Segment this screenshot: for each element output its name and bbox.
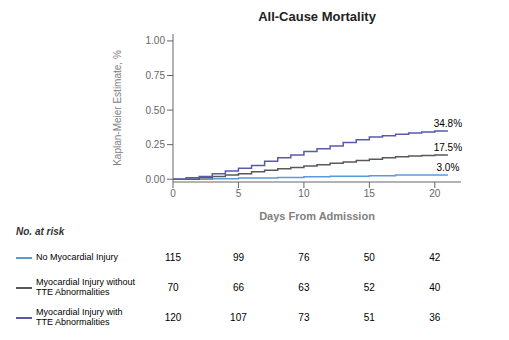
svg-text:66: 66: [233, 282, 245, 293]
html-text:All-Cause Mortality: All-Cause Mortality: [258, 9, 376, 24]
svg-text:76: 76: [298, 252, 310, 263]
svg-text:0.50: 0.50: [146, 105, 166, 116]
svg-text:70: 70: [167, 282, 179, 293]
svg-text:Kaplan-Meier Estimate, %: Kaplan-Meier Estimate, %: [112, 50, 123, 166]
svg-text:34.8%: 34.8%: [434, 118, 462, 129]
svg-text:No Myocardial Injury: No Myocardial Injury: [36, 252, 119, 262]
svg-text:3.0%: 3.0%: [437, 162, 460, 173]
svg-text:99: 99: [233, 252, 245, 263]
svg-text:107: 107: [230, 312, 247, 323]
svg-text:120: 120: [165, 312, 182, 323]
svg-text:0.00: 0.00: [146, 174, 166, 185]
svg-text:Myocardial Injury withoutTTE A: Myocardial Injury withoutTTE Abnormaliti…: [36, 277, 136, 297]
svg-text:115: 115: [165, 252, 181, 263]
svg-text:52: 52: [364, 282, 376, 293]
svg-text:40: 40: [429, 282, 441, 293]
svg-text:73: 73: [298, 312, 310, 323]
svg-text:Myocardial Injury withTTE Abno: Myocardial Injury withTTE Abnormalities: [36, 307, 123, 327]
svg-text:0.75: 0.75: [146, 70, 166, 81]
svg-text:5: 5: [236, 188, 242, 199]
svg-text:36: 36: [429, 312, 441, 323]
svg-text:42: 42: [429, 252, 441, 263]
svg-text:0: 0: [170, 188, 176, 199]
svg-text:No. at risk: No. at risk: [16, 226, 65, 237]
svg-text:63: 63: [298, 282, 310, 293]
svg-text:20: 20: [429, 188, 441, 199]
svg-text:0.25: 0.25: [146, 139, 166, 150]
svg-text:50: 50: [364, 252, 376, 263]
svg-text:15: 15: [364, 188, 376, 199]
svg-text:10: 10: [298, 188, 310, 199]
svg-text:17.5%: 17.5%: [434, 142, 462, 153]
svg-text:1.00: 1.00: [146, 35, 166, 46]
svg-text:Days From Admission: Days From Admission: [259, 210, 375, 222]
svg-text:51: 51: [364, 312, 376, 323]
